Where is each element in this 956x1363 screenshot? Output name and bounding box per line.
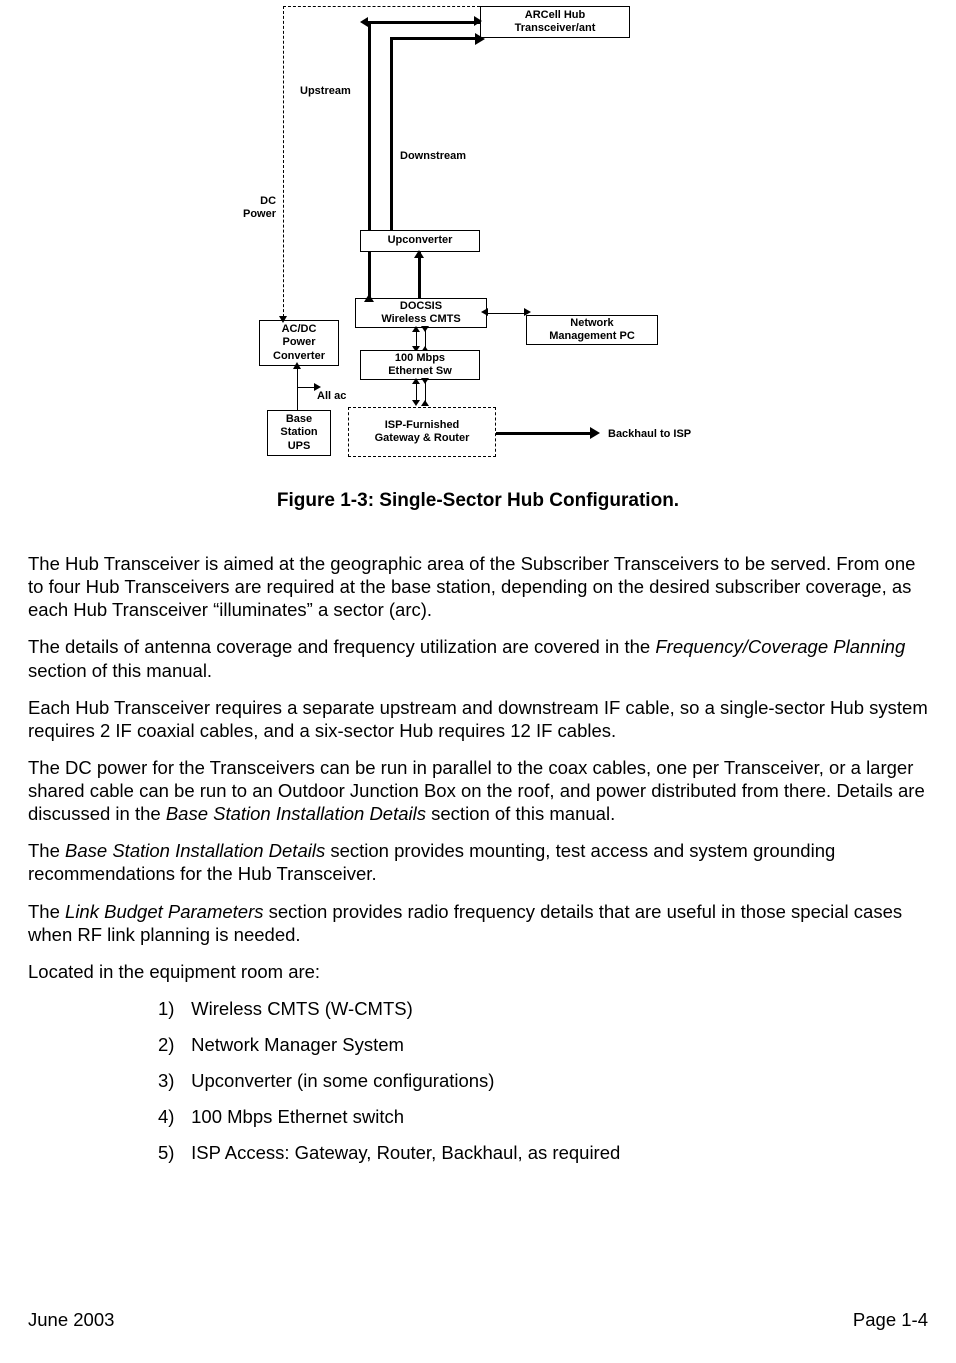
- hub-configuration-diagram: ARCell Hub Transceiver/ant Upstream Down…: [230, 0, 930, 470]
- paragraph-7: Located in the equipment room are:: [28, 960, 928, 983]
- body-text: The Hub Transceiver is aimed at the geog…: [28, 552, 928, 1165]
- footer-date: June 2003: [28, 1309, 114, 1331]
- ups-box: Base Station UPS: [267, 410, 331, 456]
- footer-page: Page 1-4: [853, 1309, 928, 1331]
- list-item: 1) Wireless CMTS (W-CMTS): [158, 997, 928, 1020]
- list-item: 4) 100 Mbps Ethernet switch: [158, 1105, 928, 1128]
- paragraph-6: The Link Budget Parameters section provi…: [28, 900, 928, 946]
- paragraph-2: The details of antenna coverage and freq…: [28, 635, 928, 681]
- figure-caption: Figure 1-3: Single-Sector Hub Configurat…: [0, 490, 956, 512]
- paragraph-3: Each Hub Transceiver requires a separate…: [28, 696, 928, 742]
- list-item: 3) Upconverter (in some configurations): [158, 1069, 928, 1092]
- ethernet-sw-box: 100 Mbps Ethernet Sw: [360, 350, 480, 380]
- all-ac-label: All ac: [317, 390, 346, 403]
- upconverter-box: Upconverter: [360, 230, 480, 252]
- backhaul-label: Backhaul to ISP: [608, 428, 691, 441]
- network-mgmt-box: Network Management PC: [526, 315, 658, 345]
- paragraph-4: The DC power for the Transceivers can be…: [28, 756, 928, 825]
- upstream-label: Upstream: [300, 85, 351, 98]
- acdc-converter-box: AC/DC Power Converter: [259, 320, 339, 366]
- equipment-list: 1) Wireless CMTS (W-CMTS) 2) Network Man…: [158, 997, 928, 1165]
- paragraph-5: The Base Station Installation Details se…: [28, 839, 928, 885]
- list-item: 2) Network Manager System: [158, 1033, 928, 1056]
- isp-gateway-box: ISP-Furnished Gateway & Router: [348, 407, 496, 457]
- docsis-cmts-box: DOCSIS Wireless CMTS: [355, 298, 487, 328]
- downstream-label: Downstream: [400, 150, 466, 163]
- arcell-hub-box: ARCell Hub Transceiver/ant: [480, 6, 630, 38]
- dc-power-label: DC Power: [243, 195, 276, 221]
- footer: June 2003 Page 1-4: [28, 1309, 928, 1331]
- paragraph-1: The Hub Transceiver is aimed at the geog…: [28, 552, 928, 621]
- list-item: 5) ISP Access: Gateway, Router, Backhaul…: [158, 1141, 928, 1164]
